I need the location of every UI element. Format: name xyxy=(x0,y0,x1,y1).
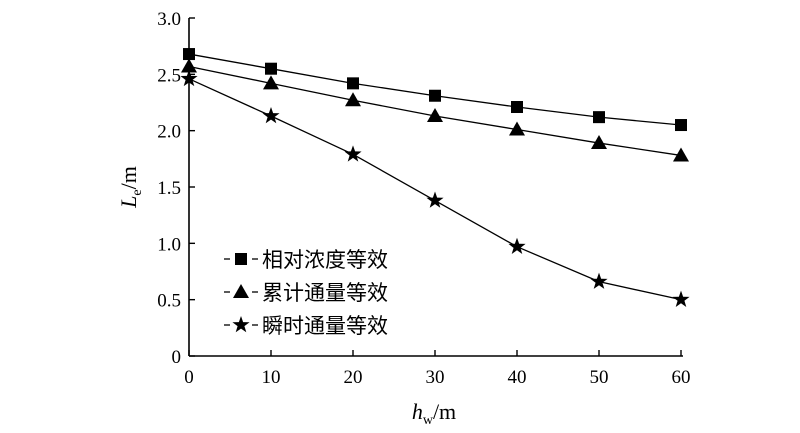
x-tick-label: 30 xyxy=(426,367,445,388)
data-point-square xyxy=(511,101,523,114)
data-point-star xyxy=(426,191,444,208)
x-tick-label: 0 xyxy=(184,367,194,388)
x-axis-title: hw/m xyxy=(412,399,456,428)
data-point-square xyxy=(675,119,687,132)
data-point-square xyxy=(347,77,359,90)
legend-item: 累计通量等效 xyxy=(224,281,388,305)
data-point-square xyxy=(183,48,195,61)
data-point-triangle xyxy=(263,75,279,90)
data-point-triangle xyxy=(591,135,607,150)
y-tick-label: 0.5 xyxy=(157,291,181,312)
data-point-star xyxy=(590,272,608,289)
x-tick-label: 50 xyxy=(590,367,609,388)
data-point-triangle xyxy=(181,58,197,73)
x-tick-label: 60 xyxy=(672,367,691,388)
y-tick-label: 1.5 xyxy=(157,178,181,199)
series-layer xyxy=(180,48,690,307)
legend-label: 累计通量等效 xyxy=(262,281,388,305)
y-tick-label: 2.5 xyxy=(157,65,181,86)
legend-label: 瞬时通量等效 xyxy=(262,314,388,338)
axes xyxy=(188,18,683,357)
legend-marker-star xyxy=(232,316,250,333)
y-axis-title: Le/m xyxy=(116,166,145,209)
data-point-square xyxy=(593,111,605,124)
y-tick-label: 0 xyxy=(172,347,182,368)
legend-item: 相对浓度等效 xyxy=(224,248,388,272)
data-point-star xyxy=(508,237,526,254)
data-point-triangle xyxy=(427,108,443,123)
legend-marker-square xyxy=(235,253,247,265)
data-point-star xyxy=(344,145,362,162)
ticks: 0 10 20 30 40 50 60 0 0.5 1.0 1.5 2.0 2.5 3.0 xyxy=(157,9,690,388)
series-star xyxy=(180,69,690,307)
y-tick-label: 1.0 xyxy=(157,234,181,255)
data-point-square xyxy=(429,89,441,102)
data-point-square xyxy=(265,62,277,75)
legend-item: 瞬时通量等效 xyxy=(224,314,388,338)
x-tick-label: 40 xyxy=(508,367,527,388)
x-tick-label: 10 xyxy=(262,367,281,388)
data-point-star xyxy=(180,69,198,87)
data-point-triangle xyxy=(673,147,689,162)
series-triangle xyxy=(181,58,689,162)
y-tick-label: 3.0 xyxy=(157,9,181,30)
x-tick-label: 20 xyxy=(344,367,363,388)
data-point-star xyxy=(262,107,280,124)
series-square xyxy=(183,48,687,132)
data-point-triangle xyxy=(509,121,525,136)
legend-label: 相对浓度等效 xyxy=(262,248,388,272)
legend-marker-triangle xyxy=(233,284,249,298)
data-point-triangle xyxy=(345,92,361,107)
data-point-star xyxy=(672,290,690,307)
y-tick-label: 2.0 xyxy=(157,122,181,143)
